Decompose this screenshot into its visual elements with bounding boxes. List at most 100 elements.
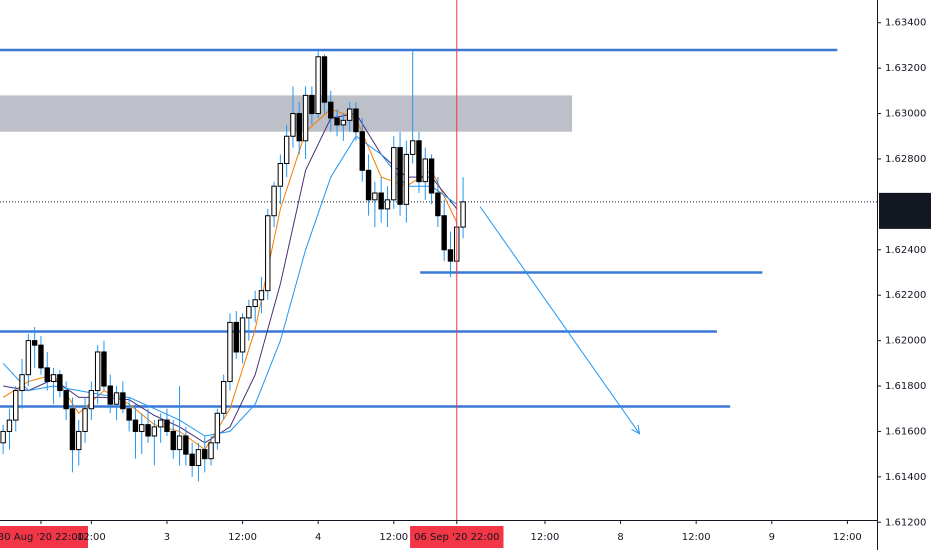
candle-body [0, 430, 6, 444]
x-tick-label-highlight: 06 Sep '20 22:00 [414, 532, 499, 543]
moving-average [2, 108, 458, 451]
candle-body [447, 249, 454, 262]
candle-body [258, 290, 265, 301]
candle-body [145, 424, 151, 437]
candle-body [220, 380, 227, 414]
candle-body [195, 449, 202, 467]
candle-body [315, 56, 321, 115]
y-tick-label: 1.62200 [885, 290, 926, 301]
candle-body [378, 192, 384, 210]
x-tick-label: 12:00 [228, 532, 257, 543]
x-tick-label: 12:00 [833, 532, 862, 543]
candle-body [227, 321, 233, 382]
candle-body [441, 215, 447, 251]
candle-body [82, 408, 88, 432]
candle-body [296, 113, 302, 142]
candle-body [183, 435, 189, 455]
candle-body [422, 158, 428, 183]
y-tick-label: 1.63400 [885, 18, 926, 29]
price-label-bg [879, 192, 931, 229]
y-tick-label: 1.61400 [885, 472, 926, 483]
candle-body [101, 351, 107, 387]
candle-body [328, 101, 334, 119]
candle-body [340, 119, 347, 126]
candle-body [113, 392, 120, 405]
candle-body [397, 147, 403, 205]
candle-body [44, 367, 50, 382]
x-label-highlight-bg [0, 526, 88, 548]
price-axis-bg [877, 0, 932, 550]
candle-body [416, 140, 422, 183]
candle-body [246, 306, 252, 319]
candle-body [309, 94, 315, 115]
moving-average [2, 135, 458, 437]
countdown: 01:46 [899, 213, 928, 224]
x-tick-label: 8 [617, 532, 623, 543]
x-tick-label: 3 [164, 532, 170, 543]
candle-body [277, 162, 284, 187]
candle-body [63, 390, 69, 410]
candle-body [403, 153, 410, 205]
candle-body [391, 147, 397, 201]
candle-body [13, 390, 19, 421]
candle-body [57, 374, 63, 392]
x-tick-label: 9 [769, 532, 775, 543]
candle-body [409, 140, 416, 155]
candle-body [208, 442, 214, 460]
candle-body [157, 419, 164, 428]
candle-body [321, 56, 328, 103]
y-tick-label: 1.62800 [885, 154, 926, 165]
candle-body [76, 430, 82, 451]
candle-body [69, 408, 76, 451]
candle-body [290, 113, 296, 137]
candle-body [428, 158, 435, 194]
candle-body [31, 340, 38, 346]
candle-body [252, 299, 258, 308]
candle-body [189, 453, 195, 467]
x-tick-label: 12:00 [379, 532, 408, 543]
candle-body [126, 408, 132, 421]
candle-body [214, 412, 221, 444]
x-tick-label: 12:00 [682, 532, 711, 543]
candle-body [302, 94, 309, 142]
candle-body [353, 108, 359, 133]
candle-body [202, 449, 208, 460]
candle-body [170, 430, 176, 451]
candle-body [265, 215, 271, 292]
y-tick-label: 1.62400 [885, 245, 926, 256]
candle-body [139, 424, 145, 432]
x-label-highlight-bg [410, 526, 504, 548]
supply-zone [0, 95, 573, 132]
candle-body [359, 131, 365, 171]
candle-body [372, 192, 378, 201]
candle-body [365, 169, 372, 201]
y-tick-label: 1.63200 [885, 63, 926, 74]
candle-body [88, 390, 95, 410]
candle-body [283, 135, 290, 164]
candle-body [94, 351, 101, 392]
plot-area [0, 0, 877, 520]
candle-body [6, 419, 13, 432]
candle-body [151, 426, 158, 437]
y-tick-label: 1.61800 [885, 381, 926, 392]
candle-body [25, 340, 32, 376]
candle-body [384, 199, 391, 210]
x-tick-label: 12:00 [77, 532, 106, 543]
candle-body [346, 108, 353, 121]
candle-body [239, 317, 246, 353]
candle-body [176, 435, 183, 451]
candle-body [38, 344, 44, 369]
forecast-arrow [479, 206, 640, 434]
candle-body [120, 392, 126, 410]
y-tick-label: 1.61600 [885, 426, 926, 437]
x-tick-label-highlight: 30 Aug '20 22:00 [0, 532, 84, 543]
candle-body [164, 419, 170, 432]
y-tick-label: 1.61200 [885, 517, 926, 528]
price-label: 1.62611 [885, 196, 926, 207]
y-tick-label: 1.62000 [885, 336, 926, 347]
candle-body [19, 374, 25, 392]
candle-body [132, 419, 139, 432]
